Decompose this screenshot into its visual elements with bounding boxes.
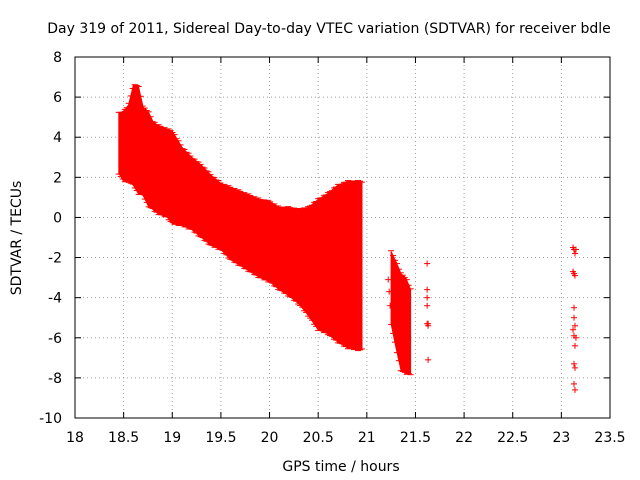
- data-point: [571, 342, 578, 349]
- data-point: [424, 302, 431, 309]
- data-point: [571, 314, 578, 321]
- data-point: [571, 360, 578, 367]
- x-tick-label: 22: [455, 430, 473, 446]
- data-point: [571, 250, 578, 257]
- data-point: [425, 356, 432, 363]
- x-tick-label: 20: [261, 430, 279, 446]
- data-point: [571, 364, 578, 371]
- y-tick-label: -8: [48, 371, 62, 387]
- y-tick-label: -10: [39, 411, 62, 427]
- x-tick-label: 22.5: [497, 430, 528, 446]
- series-0: [115, 84, 365, 352]
- x-tick-label: 18: [66, 430, 84, 446]
- y-axis-tick-labels: -10 -8 -6 -4 -2 0 2 4 6 8: [39, 50, 62, 427]
- x-axis-label: GPS time / hours: [282, 459, 399, 475]
- data-point: [424, 260, 431, 267]
- x-axis-tick-labels: 18 18.5 19 19.5 20 20.5 21 21.5 22 22.5 23 23.5: [66, 430, 626, 446]
- data-point: [385, 276, 392, 283]
- y-tick-label: -2: [48, 251, 62, 267]
- x-tick-label: 23.5: [594, 430, 625, 446]
- data-point: [571, 272, 578, 279]
- x-tick-label: 21.5: [400, 430, 431, 446]
- data-point: [386, 288, 393, 295]
- data-point: [572, 334, 579, 341]
- x-tick-label: 20.5: [303, 430, 334, 446]
- x-tick-label: 18.5: [108, 430, 139, 446]
- data-point: [424, 286, 431, 293]
- y-tick-label: -6: [48, 331, 62, 347]
- x-tick-label: 19: [163, 430, 181, 446]
- data-point: [387, 302, 394, 309]
- y-tick-label: 2: [53, 170, 62, 186]
- y-tick-label: -4: [48, 291, 62, 307]
- data-point: [571, 304, 578, 311]
- y-axis-label: SDTVAR / TECUs: [9, 181, 25, 296]
- data-point: [572, 246, 579, 253]
- y-tick-label: 6: [53, 90, 62, 106]
- series-2: [385, 244, 579, 393]
- axis-ticks: [74, 56, 611, 419]
- data-point: [571, 322, 578, 329]
- data-point: [571, 380, 578, 387]
- x-tick-label: 21: [358, 430, 376, 446]
- data-point: [425, 320, 432, 327]
- x-tick-label: 19.5: [205, 430, 236, 446]
- plot-area: [115, 84, 579, 393]
- data-point: [571, 386, 578, 393]
- x-tick-label: 23: [552, 430, 570, 446]
- series-1: [388, 250, 414, 376]
- chart-title: Day 319 of 2011, Sidereal Day-to-day VTE…: [47, 21, 611, 37]
- plot-frame: [74, 56, 611, 419]
- y-tick-label: 4: [53, 130, 62, 146]
- data-point: [570, 326, 577, 333]
- y-tick-label: 0: [53, 210, 62, 226]
- data-point: [424, 294, 431, 301]
- y-tick-label: 8: [53, 50, 62, 66]
